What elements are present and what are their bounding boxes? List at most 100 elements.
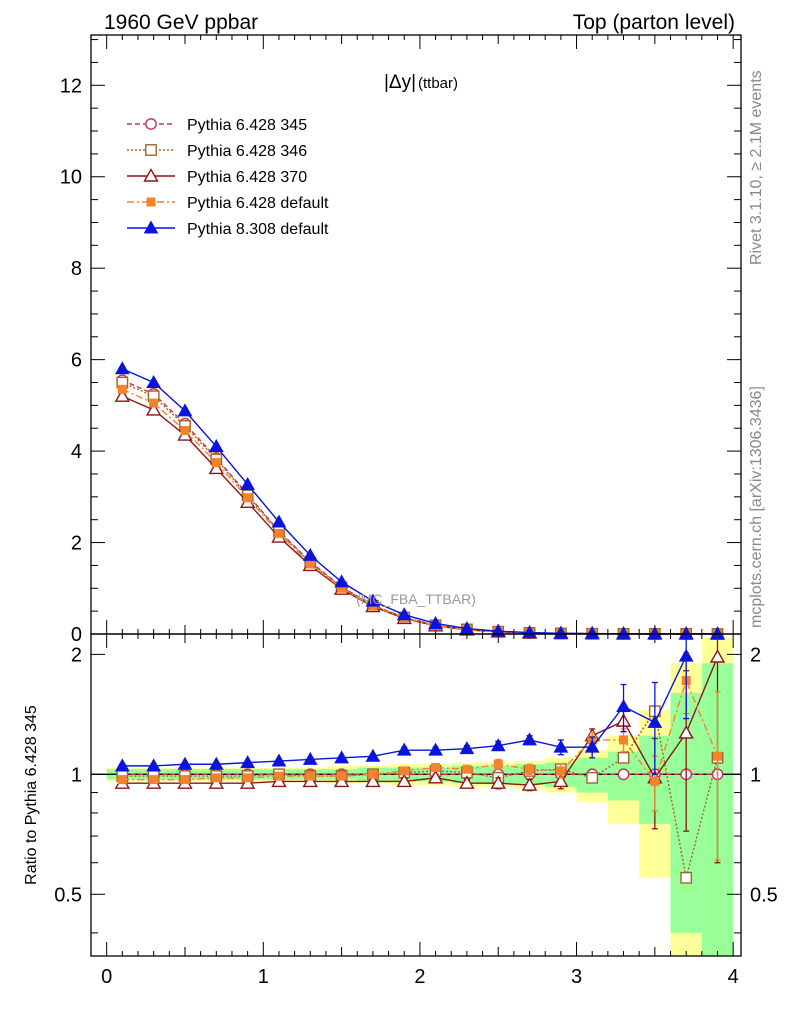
ratio-data-point bbox=[302, 773, 318, 788]
ratio-data-point bbox=[586, 771, 599, 784]
main-data-point bbox=[240, 476, 255, 490]
x-tick-label: 2 bbox=[414, 966, 425, 988]
main-data-point bbox=[553, 625, 569, 639]
ratio-y-tick-label: 1 bbox=[71, 764, 82, 786]
main-y-tick-label: 2 bbox=[71, 533, 82, 555]
ratio-data-point bbox=[584, 739, 600, 753]
main-data-point bbox=[117, 384, 127, 394]
ratio-data-point bbox=[365, 748, 381, 762]
ratio-data-point bbox=[431, 763, 441, 773]
main-data-point bbox=[396, 607, 412, 621]
analysis-label: (MC_FBA_TTBAR) bbox=[356, 591, 476, 607]
ratio-data-point bbox=[647, 714, 663, 728]
ratio-data-point bbox=[525, 764, 535, 774]
ratio-series bbox=[117, 652, 723, 861]
ratio-data-point bbox=[208, 775, 225, 789]
ratio-data-point bbox=[396, 773, 412, 788]
ratio-data-point bbox=[365, 773, 381, 788]
ratio-data-point bbox=[680, 871, 693, 884]
ratio-panel-frame bbox=[90, 633, 742, 957]
ratio-y-tick-label-right: 1 bbox=[750, 764, 761, 786]
main-data-point bbox=[180, 426, 190, 436]
legend: Pythia 6.428 345 Pythia 6.428 346 Pythia 6… bbox=[127, 117, 329, 238]
ratio-data-point bbox=[553, 739, 569, 753]
ratio-series-line bbox=[122, 678, 719, 783]
ratio-data-point bbox=[709, 649, 726, 663]
ratio-data-point bbox=[556, 766, 566, 776]
main-y-tick-label: 0 bbox=[71, 624, 82, 646]
legend-label: Pythia 8.308 default bbox=[187, 221, 329, 238]
main-data-point bbox=[334, 574, 349, 588]
ratio-data-point bbox=[650, 776, 660, 786]
ratio-data-point bbox=[617, 768, 630, 781]
main-data-point bbox=[149, 398, 159, 408]
ratio-data-point bbox=[459, 741, 475, 755]
ratio-data-point bbox=[713, 751, 723, 761]
main-data-point bbox=[428, 615, 443, 629]
ratio-data-point bbox=[396, 742, 412, 756]
legend-label: Pythia 6.428 346 bbox=[187, 143, 307, 160]
ratio-data-point bbox=[180, 775, 190, 785]
ratio-data-point bbox=[208, 756, 224, 770]
ratio-series-group bbox=[114, 633, 726, 884]
ratio-data-point bbox=[616, 698, 631, 712]
ratio-data-point bbox=[427, 769, 444, 784]
ratio-axis-label: Ratio to Pythia 6.428 345 bbox=[23, 705, 40, 885]
ratio-y-tick-label: 0.5 bbox=[54, 884, 82, 906]
ratio-data-point bbox=[490, 775, 506, 789]
ratio-data-point bbox=[146, 758, 162, 772]
main-data-point bbox=[208, 460, 225, 475]
main-data-point bbox=[114, 388, 131, 402]
ratio-data-point bbox=[240, 755, 255, 769]
ratio-series-line bbox=[122, 709, 719, 878]
ratio-data-point bbox=[428, 742, 443, 756]
ratio-data-point bbox=[553, 773, 569, 788]
ratio-data-point bbox=[493, 759, 503, 769]
ratio-data-point bbox=[399, 766, 409, 776]
main-y-tick-label: 6 bbox=[71, 350, 82, 372]
ratio-data-point bbox=[333, 773, 350, 788]
main-data-point bbox=[243, 493, 253, 503]
main-data-point bbox=[305, 559, 315, 569]
x-tick-label: 4 bbox=[728, 966, 739, 988]
legend-label: Pythia 6.428 345 bbox=[187, 117, 307, 134]
ratio-data-point bbox=[490, 738, 506, 752]
main-data-point bbox=[274, 528, 284, 538]
main-data-point bbox=[584, 626, 600, 640]
main-data-point bbox=[211, 458, 221, 468]
ratio-y-tick-label: 2 bbox=[71, 644, 82, 666]
ratio-data-point bbox=[462, 764, 472, 774]
ratio-data-point bbox=[271, 773, 287, 788]
ratio-data-point bbox=[114, 758, 130, 772]
legend-marker bbox=[146, 197, 156, 207]
plot-title: |Δy| bbox=[384, 72, 416, 93]
legend-label: Pythia 6.428 default bbox=[187, 195, 329, 212]
main-data-point bbox=[177, 403, 193, 417]
main-data-point bbox=[145, 402, 162, 416]
ratio-y-tick-label-right: 2 bbox=[750, 644, 761, 666]
main-y-tick-label: 10 bbox=[60, 167, 82, 189]
ratio-data-point bbox=[149, 775, 159, 785]
header-right: Top (parton level) bbox=[573, 11, 735, 34]
ratio-data-point bbox=[305, 771, 315, 781]
main-data-point bbox=[114, 361, 130, 375]
mcplots-label: mcplots.cern.ch [arXiv:1306.3436] bbox=[748, 386, 765, 628]
ratio-data-point bbox=[211, 773, 221, 783]
main-data-point bbox=[616, 626, 631, 640]
main-data-point bbox=[490, 623, 506, 637]
ratio-data-point bbox=[239, 775, 256, 789]
ratio-data-point bbox=[177, 756, 193, 770]
main-data-point bbox=[522, 625, 537, 639]
rivet-version-label: Rivet 3.1.10, ≥ 2.1M events bbox=[748, 70, 765, 265]
ratio-data-point bbox=[368, 769, 378, 779]
ratio-data-point bbox=[334, 750, 349, 764]
main-y-tick-label: 4 bbox=[71, 441, 82, 463]
plot-title-subscript: (ttbar) bbox=[418, 75, 458, 92]
legend-marker bbox=[145, 144, 157, 156]
legend-marker bbox=[143, 220, 159, 234]
main-y-tick-label: 8 bbox=[71, 258, 82, 280]
ratio-y-tick-label-right: 0.5 bbox=[750, 884, 778, 906]
ratio-data-point bbox=[619, 735, 629, 745]
ratio-data-point bbox=[302, 751, 318, 765]
main-data-point bbox=[365, 593, 381, 607]
